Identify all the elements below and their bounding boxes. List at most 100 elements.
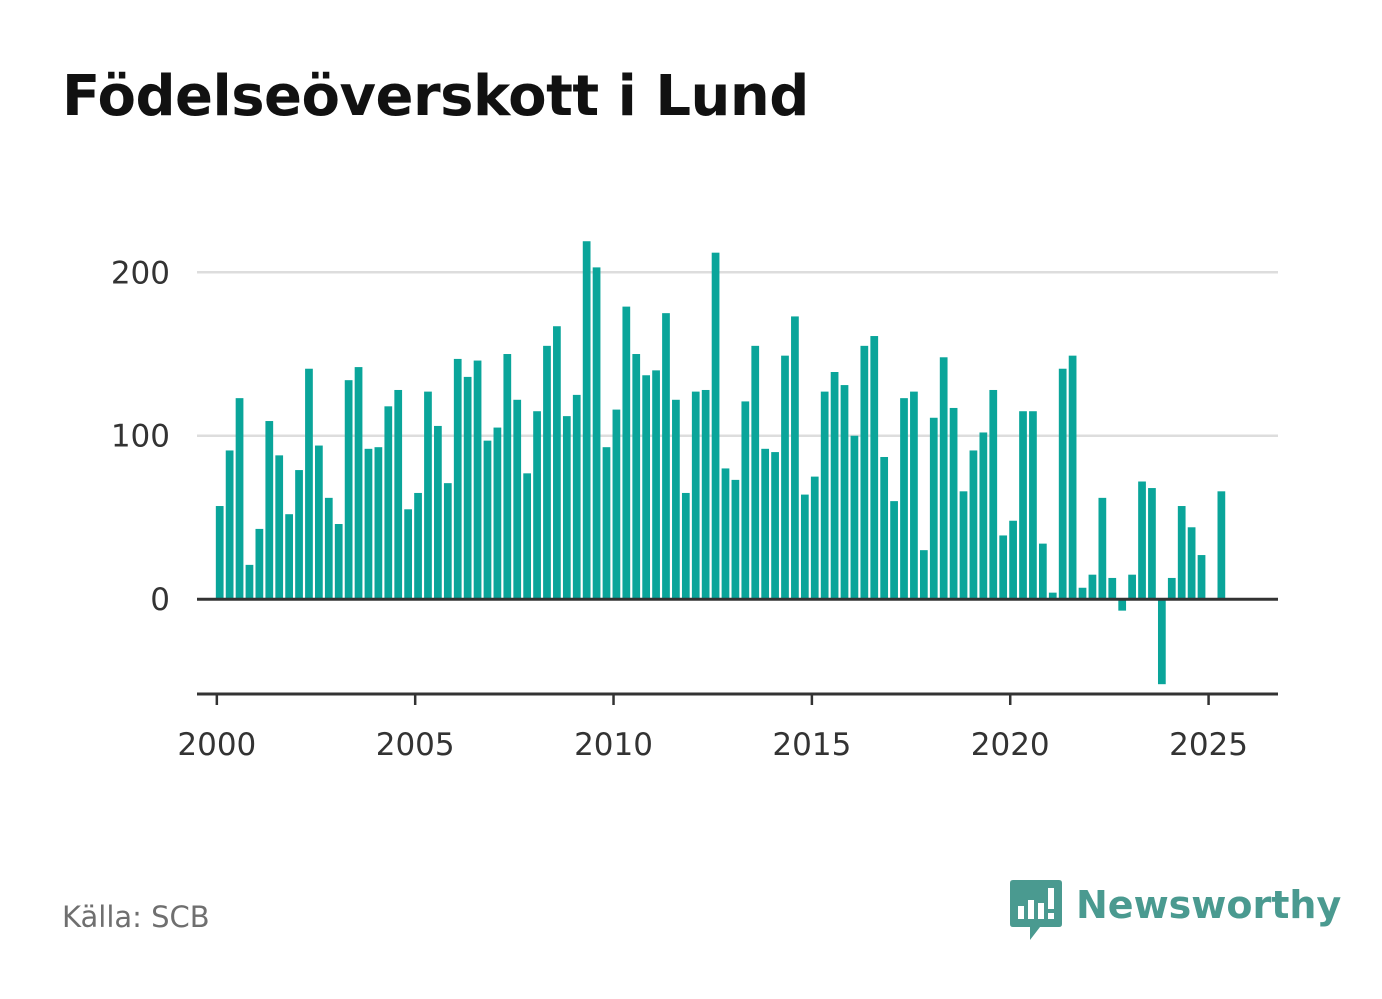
bar-2000-Q4 [245, 564, 254, 600]
bar-2021-Q1 [1048, 592, 1057, 600]
bar-2018-Q2 [939, 357, 948, 600]
y-tick-label-0: 0 [150, 582, 170, 618]
bar-2012-Q3 [711, 252, 720, 600]
x-tick-label-2025: 2025 [1169, 727, 1248, 763]
bar-2007-Q3 [513, 399, 522, 600]
y-axis-tick-labels: 0 100 200 [111, 255, 170, 618]
bar-2012-Q1 [691, 391, 700, 600]
bar-2017-Q2 [900, 398, 908, 600]
bar-2016-Q4 [880, 456, 889, 600]
bar-2010-Q3 [632, 354, 641, 600]
bar-2017-Q4 [919, 550, 928, 600]
gridlines [197, 271, 1278, 437]
bar-2024-Q3 [1187, 527, 1196, 600]
bar-2002-Q2 [305, 368, 313, 600]
bar-2023-Q4 [1157, 599, 1166, 685]
bar-2017-Q1 [890, 501, 898, 600]
bar-2004-Q1 [374, 447, 383, 600]
bar-2011-Q2 [662, 313, 670, 600]
bar-2016-Q2 [860, 345, 869, 600]
bar-2008-Q2 [543, 345, 551, 600]
bar-2023-Q2 [1138, 481, 1146, 600]
bar-2011-Q4 [681, 492, 690, 600]
bar-2015-Q3 [830, 371, 839, 600]
y-tick-label-200: 200 [111, 255, 170, 291]
bar-2024-Q2 [1177, 506, 1186, 600]
bar-2002-Q4 [324, 497, 333, 600]
bar-2011-Q3 [672, 399, 680, 600]
newsworthy-logo-icon [1010, 880, 1062, 940]
bar-2021-Q4 [1078, 587, 1087, 600]
bar-2006-Q2 [463, 376, 472, 600]
bar-2010-Q1 [612, 409, 621, 600]
bar-2023-Q3 [1148, 488, 1156, 600]
bar-2013-Q3 [751, 345, 760, 600]
x-axis-ticks [215, 694, 1210, 705]
bar-2020-Q2 [1019, 411, 1027, 600]
bar-2020-Q3 [1029, 411, 1037, 600]
bar-2008-Q4 [562, 416, 571, 600]
bar-2024-Q1 [1167, 577, 1176, 600]
bar-2019-Q2 [979, 432, 988, 600]
bar-2023-Q1 [1128, 574, 1136, 600]
bar-2000-Q3 [235, 398, 244, 600]
newsworthy-logo[interactable]: Newsworthy [1010, 880, 1341, 942]
bar-2015-Q2 [820, 391, 829, 600]
bar-2003-Q2 [344, 380, 353, 600]
bar-2010-Q2 [622, 306, 631, 600]
x-axis-tick-labels: 2000 2005 2010 2015 2020 2025 [177, 727, 1248, 763]
bar-2014-Q2 [781, 355, 789, 600]
bar-2009-Q3 [592, 267, 601, 600]
bar-2002-Q1 [295, 470, 303, 600]
bar-2013-Q4 [761, 448, 770, 600]
bar-2009-Q1 [572, 394, 581, 600]
bar-2007-Q4 [523, 473, 532, 600]
x-tick-label-2010: 2010 [574, 727, 653, 763]
bar-2015-Q4 [840, 385, 849, 600]
y-tick-label-100: 100 [111, 419, 170, 455]
bar-2008-Q1 [533, 411, 541, 600]
bar-2020-Q4 [1038, 543, 1047, 600]
bar-2017-Q3 [910, 391, 918, 600]
bar-2006-Q4 [483, 440, 492, 600]
bar-2015-Q1 [810, 476, 819, 600]
bar-2024-Q4 [1197, 555, 1206, 600]
bar-2012-Q4 [721, 468, 730, 600]
bar-2014-Q1 [771, 452, 779, 600]
bar-2002-Q3 [315, 445, 323, 600]
source-note: Källa: SCB [62, 900, 210, 934]
bar-2005-Q4 [443, 483, 452, 600]
bar-2014-Q4 [800, 494, 809, 600]
bar-2022-Q2 [1098, 497, 1107, 600]
bar-2005-Q3 [434, 425, 442, 600]
bar-2022-Q1 [1088, 574, 1097, 600]
bar-2000-Q2 [225, 450, 234, 600]
bar-2007-Q1 [493, 427, 502, 600]
bar-2009-Q4 [602, 447, 611, 600]
bars [215, 241, 1226, 685]
bar-2019-Q4 [999, 535, 1008, 600]
bar-2001-Q4 [285, 514, 293, 600]
bar-2013-Q2 [741, 401, 750, 600]
bar-2003-Q4 [364, 448, 373, 600]
bar-2003-Q3 [354, 367, 363, 600]
bar-2025-Q2 [1217, 491, 1226, 600]
bar-2006-Q3 [473, 360, 482, 600]
bar-2016-Q3 [870, 336, 879, 600]
bar-2022-Q3 [1108, 577, 1117, 600]
bar-chart: 0 100 200 2000 2005 2010 2015 2020 2025 [111, 241, 1278, 763]
bar-2005-Q1 [414, 492, 422, 600]
bar-2004-Q3 [394, 389, 403, 600]
bar-2018-Q4 [959, 491, 968, 600]
bar-2009-Q2 [582, 241, 591, 600]
brand-name: Newsworthy [1076, 883, 1342, 927]
bar-2003-Q1 [334, 524, 343, 600]
bar-2021-Q3 [1068, 355, 1077, 600]
bar-2013-Q1 [731, 479, 740, 600]
bar-2019-Q1 [969, 450, 978, 600]
bar-2021-Q2 [1058, 368, 1067, 600]
bar-2020-Q1 [1009, 520, 1017, 600]
bar-2010-Q4 [642, 375, 651, 600]
bar-2022-Q4 [1118, 599, 1127, 611]
bar-2004-Q2 [384, 406, 393, 600]
